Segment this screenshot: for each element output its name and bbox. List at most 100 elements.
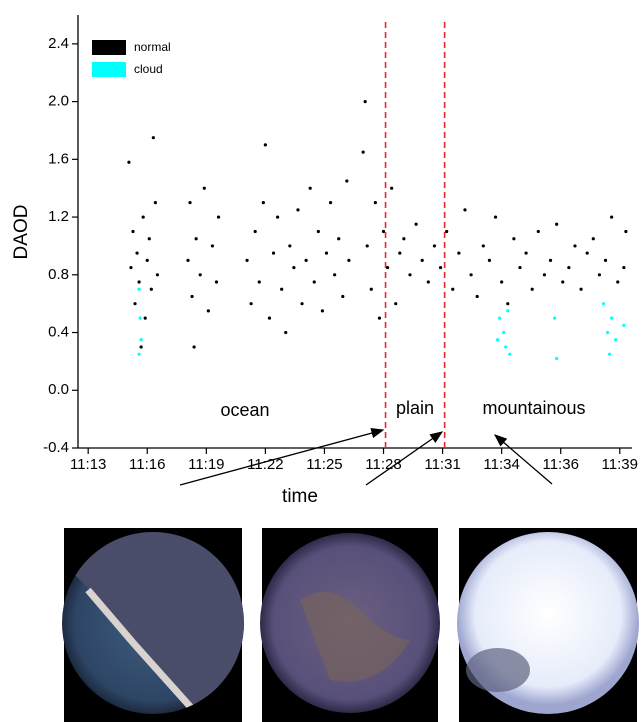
point [377, 316, 382, 320]
point [408, 273, 412, 277]
point [257, 280, 261, 284]
point [210, 244, 215, 248]
point [502, 330, 506, 335]
point [133, 302, 137, 306]
x-tick-label: 11:36 [542, 456, 578, 473]
point [475, 294, 479, 299]
y-tick-label: -0.4 [43, 439, 69, 456]
x-tick-label: 11:25 [306, 456, 342, 473]
legend-swatch [92, 40, 126, 55]
arrow [494, 434, 553, 485]
point [616, 280, 620, 284]
point [597, 273, 602, 277]
point [493, 215, 498, 219]
point [155, 273, 160, 277]
point [249, 302, 253, 306]
point [141, 215, 145, 219]
land [62, 532, 244, 714]
point [137, 287, 141, 291]
arrows [179, 428, 553, 486]
point [373, 201, 377, 205]
point [512, 237, 516, 241]
x-tick-label: 11:34 [483, 456, 519, 473]
point [280, 287, 284, 291]
point [438, 265, 443, 270]
point [328, 201, 333, 205]
point [137, 352, 141, 356]
arrow [365, 431, 444, 486]
cloud-shadow [466, 648, 530, 692]
point [304, 258, 308, 262]
point [591, 237, 595, 241]
point [622, 323, 626, 327]
point [308, 186, 312, 190]
point [324, 251, 329, 255]
point [585, 251, 589, 255]
point [253, 229, 257, 234]
x-tick-label: 11:16 [129, 456, 165, 473]
point [206, 309, 210, 313]
point [445, 229, 449, 234]
point [603, 258, 608, 262]
x-axis-label: time [282, 486, 318, 507]
point [312, 280, 316, 284]
point [495, 338, 500, 342]
y-tick-label: 0.0 [48, 381, 69, 398]
point [369, 287, 373, 291]
point [135, 251, 139, 255]
region-label: plain [396, 398, 434, 418]
point [500, 280, 504, 284]
point [614, 338, 618, 342]
point [530, 287, 534, 291]
legend-swatch [92, 62, 126, 77]
point [186, 258, 190, 262]
x-tick-label: 11:28 [365, 456, 401, 473]
x-tick-label: 11:39 [602, 456, 638, 473]
point [601, 302, 606, 306]
point [624, 229, 628, 234]
x-tick-label: 11:13 [70, 456, 106, 473]
point [414, 222, 418, 226]
x-tick-label: 11:19 [188, 456, 224, 473]
point [143, 316, 147, 320]
point [139, 338, 143, 342]
point [457, 251, 461, 255]
point [194, 237, 198, 241]
point [385, 265, 390, 270]
point [402, 237, 406, 241]
y-tick-label: 1.2 [48, 208, 69, 225]
point [432, 244, 437, 248]
point [463, 208, 467, 212]
point [147, 237, 151, 241]
point [337, 237, 341, 241]
point [420, 258, 424, 262]
y-tick-label: 2.4 [48, 35, 69, 52]
point [508, 352, 512, 356]
point [610, 316, 614, 320]
point [361, 150, 365, 154]
y-tick-label: 0.4 [48, 324, 69, 341]
point [202, 186, 206, 190]
region-label: mountainous [482, 398, 585, 418]
point [390, 186, 394, 190]
point [610, 215, 614, 219]
point [451, 287, 455, 291]
beach [85, 587, 198, 714]
point [127, 160, 131, 164]
point [579, 287, 583, 291]
terrain [300, 592, 410, 682]
point [316, 229, 320, 234]
point [300, 302, 304, 306]
point [190, 294, 194, 299]
legend-label: normal [134, 40, 171, 54]
point [347, 258, 351, 262]
point [607, 352, 612, 356]
point [567, 265, 571, 270]
point [137, 280, 141, 284]
point [605, 330, 610, 335]
point [198, 273, 202, 277]
point [498, 316, 502, 320]
point [381, 229, 386, 234]
x-tick-label: 11:31 [424, 456, 460, 473]
